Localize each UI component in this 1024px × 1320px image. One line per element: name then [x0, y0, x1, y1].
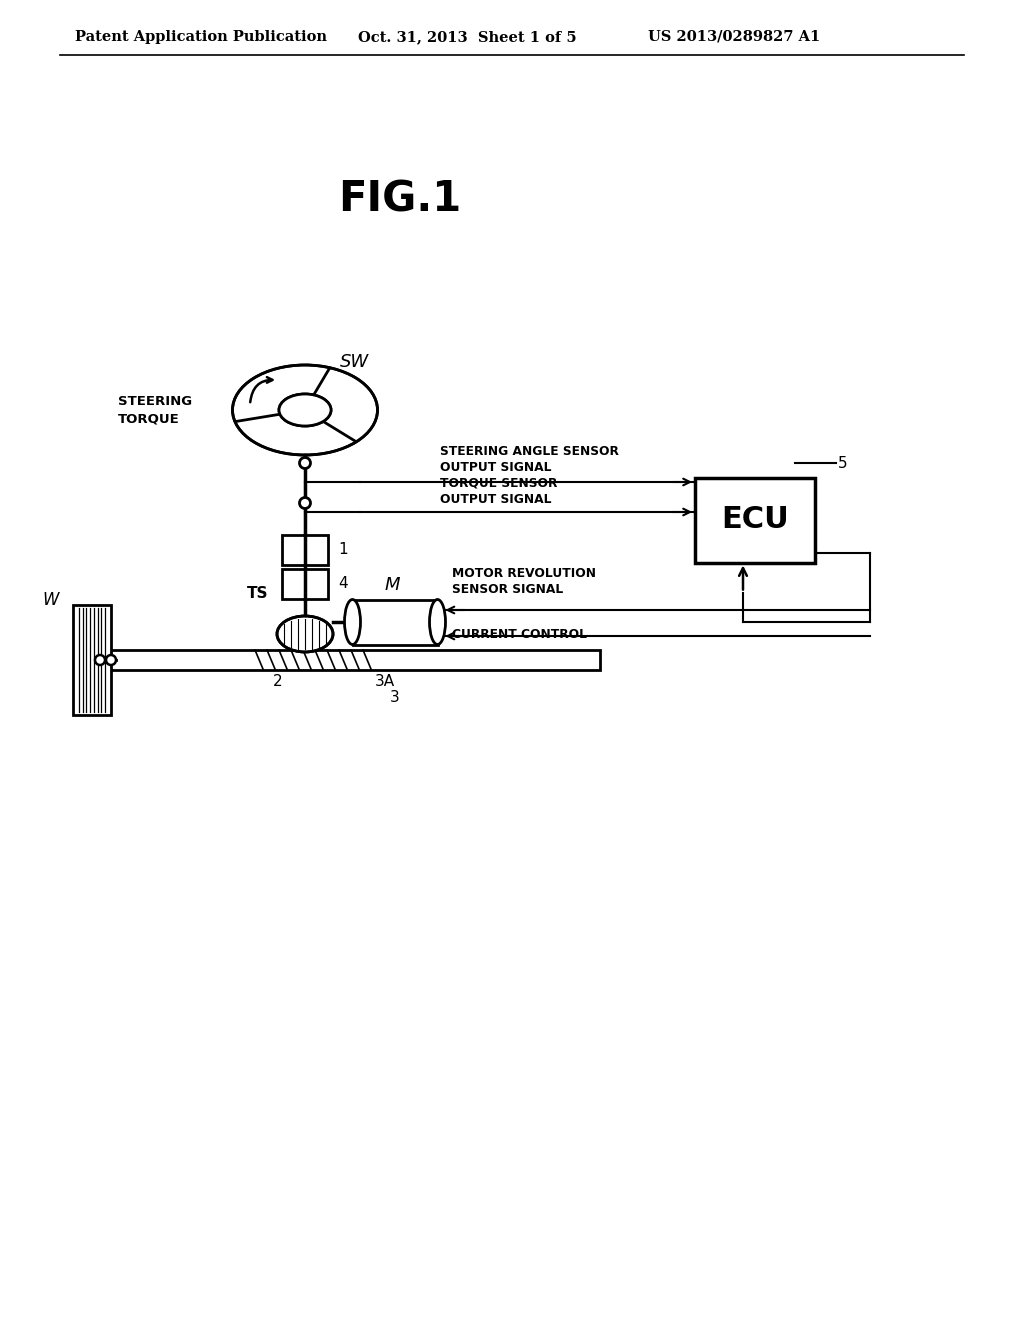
Text: ECU: ECU [721, 506, 788, 535]
Text: W: W [43, 591, 59, 609]
Bar [695, 478, 815, 562]
Text: SW: SW [340, 352, 369, 371]
Bar [282, 535, 328, 565]
Text: CURRENT CONTROL: CURRENT CONTROL [453, 627, 588, 640]
Bar [100, 649, 600, 671]
Circle shape [106, 655, 116, 665]
Ellipse shape [429, 599, 445, 644]
Text: M: M [385, 577, 400, 594]
Text: Patent Application Publication: Patent Application Publication [75, 30, 327, 44]
Text: Oct. 31, 2013  Sheet 1 of 5: Oct. 31, 2013 Sheet 1 of 5 [358, 30, 577, 44]
Text: FIG.1: FIG.1 [338, 180, 462, 220]
Bar [282, 569, 328, 599]
Text: 5: 5 [838, 455, 848, 470]
Text: 4: 4 [338, 577, 347, 591]
Text: STEERING
TORQUE: STEERING TORQUE [118, 395, 193, 425]
Bar [73, 605, 111, 715]
Text: 1: 1 [338, 543, 347, 557]
Text: TORQUE SENSOR
OUTPUT SIGNAL: TORQUE SENSOR OUTPUT SIGNAL [440, 477, 557, 506]
Text: STEERING ANGLE SENSOR
OUTPUT SIGNAL: STEERING ANGLE SENSOR OUTPUT SIGNAL [440, 445, 618, 474]
Ellipse shape [278, 616, 333, 652]
Text: 3: 3 [390, 690, 399, 705]
Text: US 2013/0289827 A1: US 2013/0289827 A1 [648, 30, 820, 44]
Ellipse shape [279, 393, 331, 426]
Ellipse shape [344, 599, 360, 644]
Circle shape [95, 655, 105, 665]
Text: 2: 2 [273, 675, 283, 689]
Text: MOTOR REVOLUTION
SENSOR SIGNAL: MOTOR REVOLUTION SENSOR SIGNAL [453, 568, 597, 597]
Circle shape [299, 498, 310, 508]
Bar [352, 599, 437, 644]
Text: 3A: 3A [375, 675, 395, 689]
Text: TS: TS [247, 586, 268, 602]
Ellipse shape [232, 366, 378, 455]
Circle shape [299, 458, 310, 469]
